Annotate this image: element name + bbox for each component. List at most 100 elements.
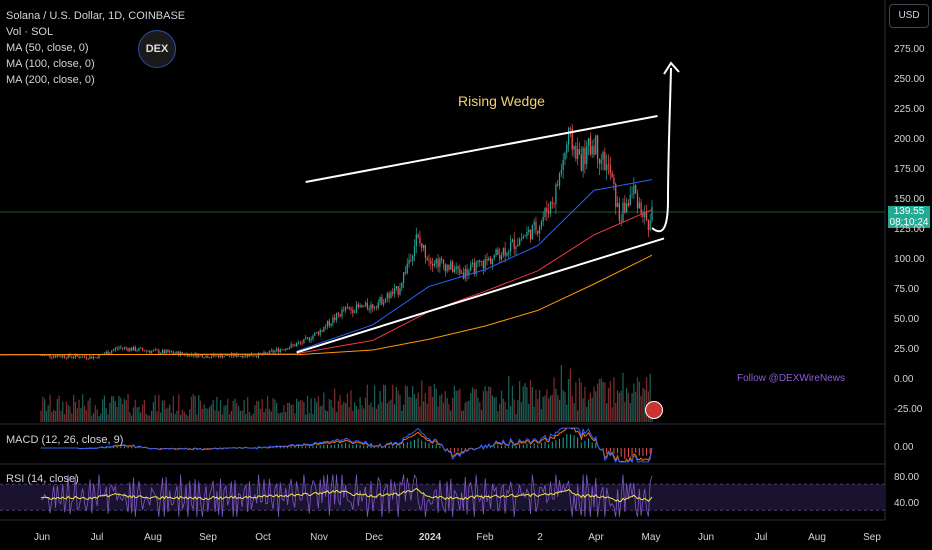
candle-body bbox=[528, 229, 530, 233]
volume-bar bbox=[566, 404, 568, 422]
y-tick-label: 0.00 bbox=[894, 374, 914, 385]
candle-body bbox=[80, 357, 82, 359]
volume-bar bbox=[644, 389, 646, 422]
volume-bar bbox=[247, 396, 249, 422]
candle-body bbox=[573, 146, 575, 150]
volume-bar bbox=[493, 397, 495, 422]
wedge-lower-line bbox=[296, 237, 665, 354]
legend-ma200[interactable]: MA (200, close, 0) bbox=[6, 74, 95, 86]
volume-bar bbox=[337, 400, 339, 422]
volume-bar bbox=[138, 406, 140, 422]
volume-bar bbox=[531, 387, 533, 422]
candle-body bbox=[548, 212, 550, 214]
volume-bar bbox=[618, 392, 620, 422]
macd-histogram-bar bbox=[638, 448, 640, 456]
volume-bar bbox=[92, 412, 95, 422]
candle-body bbox=[551, 201, 553, 204]
flag-icon[interactable] bbox=[645, 401, 663, 419]
candle-body bbox=[622, 202, 624, 222]
candle-body bbox=[546, 208, 548, 213]
candle-body bbox=[165, 350, 167, 354]
candle-body bbox=[236, 353, 238, 357]
candle-body bbox=[196, 353, 198, 358]
legend-volume[interactable]: Vol · SOL bbox=[6, 26, 54, 38]
volume-bar bbox=[43, 398, 46, 422]
volume-bar bbox=[141, 404, 144, 422]
volume-bar bbox=[114, 401, 116, 422]
volume-bar bbox=[321, 405, 323, 422]
candle-body bbox=[156, 349, 158, 351]
candle-body bbox=[368, 308, 370, 310]
volume-bar bbox=[163, 400, 165, 422]
macd-histogram-bar bbox=[497, 445, 499, 449]
volume-bar bbox=[448, 404, 450, 422]
candle-body bbox=[566, 144, 568, 153]
volume-bar bbox=[69, 406, 71, 422]
candle-body bbox=[141, 348, 144, 351]
volume-bar bbox=[301, 400, 303, 422]
legend-ma100[interactable]: MA (100, close, 0) bbox=[6, 58, 95, 70]
volume-bar bbox=[491, 395, 494, 422]
candle-body bbox=[517, 244, 519, 247]
volume-bar bbox=[51, 411, 53, 422]
candle-body bbox=[493, 255, 495, 259]
volume-bar bbox=[569, 368, 572, 422]
candle-body bbox=[587, 138, 590, 146]
currency-button[interactable]: USD bbox=[889, 4, 929, 28]
y-tick-label: 225.00 bbox=[894, 104, 925, 115]
volume-bar bbox=[526, 386, 528, 422]
macd-histogram-bar bbox=[258, 447, 260, 449]
macd-histogram-bar bbox=[508, 446, 510, 449]
macd-label[interactable]: MACD (12, 26, close, 9) bbox=[6, 434, 124, 446]
candle-body bbox=[354, 312, 356, 314]
volume-bar bbox=[577, 410, 579, 422]
candle-body bbox=[205, 355, 207, 358]
candle-body bbox=[114, 348, 116, 350]
candle-body bbox=[343, 309, 345, 311]
macd-histogram-bar bbox=[363, 445, 365, 449]
candle-body bbox=[402, 272, 405, 283]
volume-bar bbox=[154, 395, 156, 422]
candle-body bbox=[471, 262, 474, 265]
candle-body bbox=[223, 356, 225, 358]
candle-body bbox=[642, 213, 644, 218]
x-tick-label: Aug bbox=[144, 532, 162, 543]
macd-histogram-bar bbox=[562, 437, 564, 449]
candle-body bbox=[444, 264, 446, 272]
volume-bar bbox=[185, 413, 187, 422]
candle-body bbox=[426, 257, 428, 260]
volume-bar bbox=[56, 398, 58, 422]
volume-bar bbox=[598, 379, 601, 422]
rsi-label[interactable]: RSI (14, close) bbox=[6, 473, 79, 485]
candle-body bbox=[65, 357, 68, 359]
candle-body bbox=[558, 173, 561, 186]
volume-bar bbox=[58, 395, 60, 422]
volume-bar bbox=[528, 403, 530, 422]
candle-body bbox=[453, 268, 456, 273]
volume-bar bbox=[459, 388, 461, 422]
candle-body bbox=[63, 355, 66, 358]
candle-body bbox=[437, 259, 439, 267]
volume-bar bbox=[350, 390, 352, 422]
volume-bar bbox=[506, 409, 508, 422]
candle-body bbox=[62, 355, 64, 358]
candle-body bbox=[468, 270, 470, 276]
volume-bar bbox=[341, 404, 343, 422]
candle-body bbox=[596, 135, 599, 159]
macd-histogram-bar bbox=[573, 435, 575, 449]
volume-bar bbox=[312, 413, 314, 422]
legend-ma50[interactable]: MA (50, close, 0) bbox=[6, 42, 89, 54]
candle-body bbox=[363, 306, 365, 308]
macd-histogram-bar bbox=[566, 434, 568, 449]
candle-body bbox=[577, 148, 579, 160]
volume-bar bbox=[250, 415, 252, 422]
ma-line bbox=[296, 179, 653, 352]
volume-bar bbox=[158, 394, 160, 422]
candle-body bbox=[51, 357, 53, 358]
legend-symbol[interactable]: Solana / U.S. Dollar, 1D, COINBASE bbox=[6, 10, 186, 22]
volume-bar bbox=[71, 413, 73, 422]
volume-bar bbox=[460, 410, 463, 422]
volume-bar bbox=[221, 414, 223, 422]
candle-body bbox=[582, 147, 584, 171]
